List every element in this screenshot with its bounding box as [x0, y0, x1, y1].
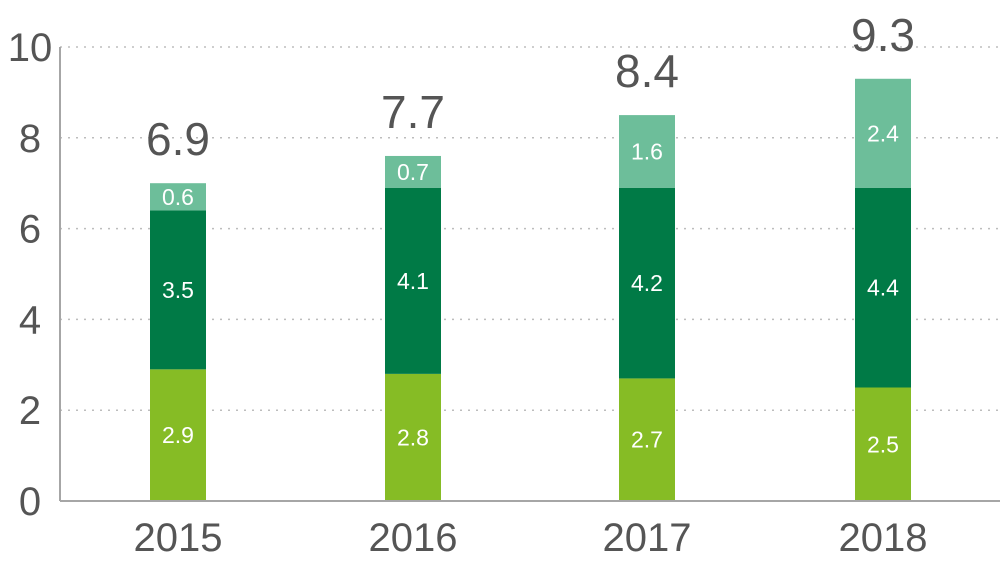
segment-label: 2.7 — [631, 427, 663, 453]
y-tick-label: 6 — [19, 208, 41, 252]
bar-segment-2018-1 — [855, 187, 911, 388]
bar-segment-2018-0 — [855, 387, 911, 501]
total-label-2017: 8.4 — [615, 45, 679, 97]
total-labels: 6.9 7.7 8.4 9.3 — [146, 9, 915, 165]
bar-segment-2017-2 — [619, 115, 675, 188]
segment-label: 0.7 — [397, 159, 429, 185]
bar-segment-2015-2 — [150, 183, 206, 211]
total-label-2018: 9.3 — [851, 9, 915, 61]
segment-label: 4.4 — [867, 275, 899, 301]
bar-segment-2017-1 — [619, 187, 675, 379]
x-tick-label: 2018 — [839, 516, 928, 560]
bars — [150, 78, 911, 501]
segment-label: 4.1 — [397, 268, 429, 294]
x-tick-label: 2015 — [134, 516, 223, 560]
total-label-2016: 7.7 — [381, 86, 445, 138]
bar-segment-2018-2 — [855, 78, 911, 188]
segment-label: 2.4 — [867, 120, 899, 146]
x-axis-ticks: 2015 2016 2017 2018 — [134, 516, 928, 560]
bar-segment-2016-1 — [385, 187, 441, 374]
bar-segment-2015-1 — [150, 210, 206, 370]
total-label-2015: 6.9 — [146, 113, 210, 165]
segment-labels: 2.9 3.5 0.6 2.8 4.1 0.7 2.7 4.2 1.6 2.5 4.4 2.4 — [162, 120, 899, 457]
y-tick-label: 8 — [19, 117, 41, 161]
segment-label: 3.5 — [162, 277, 194, 303]
segment-label: 1.6 — [631, 138, 663, 164]
bar-segment-2016-0 — [385, 373, 441, 501]
segment-label: 0.6 — [162, 184, 194, 210]
segment-label: 2.9 — [162, 422, 194, 448]
segment-label: 4.2 — [631, 270, 663, 296]
bar-segment-2017-0 — [619, 378, 675, 501]
y-tick-label: 2 — [19, 389, 41, 433]
segment-label: 2.8 — [397, 424, 429, 450]
bar-segment-2015-0 — [150, 369, 206, 501]
y-tick-label: 10 — [8, 26, 53, 70]
y-axis-ticks: 0 2 4 6 8 10 — [8, 26, 53, 524]
bar-segment-2016-2 — [385, 155, 441, 188]
x-tick-label: 2016 — [369, 516, 458, 560]
y-tick-label: 0 — [19, 480, 41, 524]
x-tick-label: 2017 — [603, 516, 692, 560]
y-tick-label: 4 — [19, 298, 41, 342]
segment-label: 2.5 — [867, 431, 899, 457]
